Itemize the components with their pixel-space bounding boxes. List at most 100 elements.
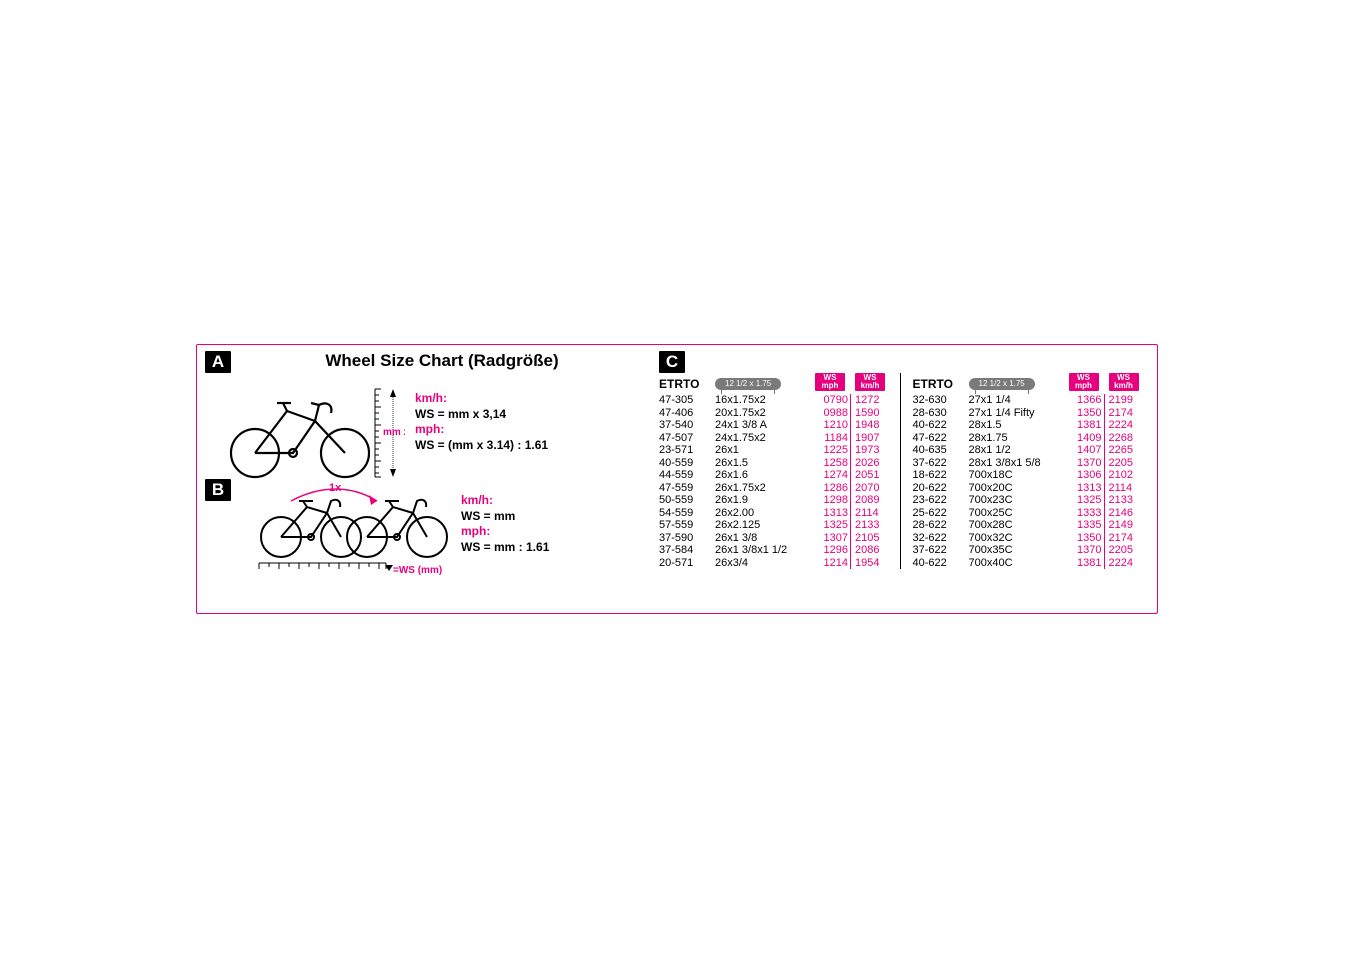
panel-b: B bbox=[205, 479, 643, 569]
cell-kmh: 2268 bbox=[1109, 432, 1145, 445]
cell-size: 700x35C bbox=[969, 544, 1065, 557]
table-row: 47-55926x1.75x212862070 bbox=[659, 482, 896, 495]
cell-mph: 1210 bbox=[815, 419, 851, 432]
cell-kmh: 2105 bbox=[855, 532, 891, 545]
table-row: 20-57126x3/412141954 bbox=[659, 557, 896, 570]
mph-label: mph: bbox=[415, 422, 444, 436]
cell-etrto: 25-622 bbox=[913, 507, 965, 520]
cell-mph: 1225 bbox=[815, 444, 851, 457]
cell-etrto: 50-559 bbox=[659, 494, 711, 507]
cell-etrto: 54-559 bbox=[659, 507, 711, 520]
tyre-badge: 12 1/2 x 1.75 bbox=[969, 378, 1035, 390]
cell-kmh: 2146 bbox=[1109, 507, 1145, 520]
cell-kmh: 2224 bbox=[1109, 419, 1145, 432]
cell-mph: 1366 bbox=[1069, 394, 1105, 407]
cell-size: 26x1.9 bbox=[715, 494, 811, 507]
cell-mph: 1325 bbox=[1069, 494, 1105, 507]
cell-kmh: 2224 bbox=[1109, 557, 1145, 570]
cell-size: 26x1 3/8x1 1/2 bbox=[715, 544, 811, 557]
cell-mph: 1184 bbox=[815, 432, 851, 445]
panel-b-diagram: 1x =WS (mm) bbox=[241, 479, 451, 569]
ws-kmh-badge: WSkm/h bbox=[855, 373, 885, 391]
cell-size: 16x1.75x2 bbox=[715, 394, 811, 407]
table-row: 28-622700x28C13352149 bbox=[913, 519, 1150, 532]
left-panel: A Wheel Size Chart (Radgröße) bbox=[197, 345, 651, 613]
cell-etrto: 20-571 bbox=[659, 557, 711, 570]
table-row: 20-622700x20C13132114 bbox=[913, 482, 1150, 495]
cell-mph: 1307 bbox=[815, 532, 851, 545]
cell-etrto: 40-559 bbox=[659, 457, 711, 470]
cell-size: 28x1.5 bbox=[969, 419, 1065, 432]
cell-mph: 1298 bbox=[815, 494, 851, 507]
cell-kmh: 2086 bbox=[855, 544, 891, 557]
table-row: 23-622700x23C13252133 bbox=[913, 494, 1150, 507]
cell-size: 26x1.5 bbox=[715, 457, 811, 470]
cell-kmh: 2174 bbox=[1109, 532, 1145, 545]
cell-kmh: 2114 bbox=[855, 507, 891, 520]
cell-kmh: 2265 bbox=[1109, 444, 1145, 457]
cell-kmh: 2051 bbox=[855, 469, 891, 482]
cell-size: 27x1 1/4 Fifty bbox=[969, 407, 1065, 420]
table-left: ETRTO 12 1/2 x 1.75 WSmph WSkm/h 47-3051… bbox=[659, 373, 900, 569]
table-row: 47-406 20x1.75x2 0988 1590 bbox=[659, 407, 896, 420]
cell-kmh: 1954 bbox=[855, 557, 891, 570]
ws-label: =WS (mm) bbox=[393, 565, 442, 576]
panel-a-formulas: km/h: WS = mm x 3,14 mph: WS = (mm x 3.1… bbox=[415, 373, 548, 453]
table-row: 37-54024x1 3/8 A12101948 bbox=[659, 419, 896, 432]
cell-etrto: 28-622 bbox=[913, 519, 965, 532]
cell-size: 700x25C bbox=[969, 507, 1065, 520]
cell-etrto: 47-305 bbox=[659, 394, 711, 407]
cell-etrto: 57-559 bbox=[659, 519, 711, 532]
cell-kmh: 2199 bbox=[1109, 394, 1145, 407]
cell-mph: 1313 bbox=[1069, 482, 1105, 495]
right-panel: C ETRTO 12 1/2 x 1.75 WSmph WSkm/h bbox=[651, 345, 1157, 613]
cell-size: 26x1.75x2 bbox=[715, 482, 811, 495]
cell-size: 28x1 3/8x1 5/8 bbox=[969, 457, 1065, 470]
panel-a: A Wheel Size Chart (Radgröße) bbox=[205, 351, 643, 477]
table-row: 57-55926x2.12513252133 bbox=[659, 519, 896, 532]
cell-size: 700x32C bbox=[969, 532, 1065, 545]
table-row: 37-58426x1 3/8x1 1/212962086 bbox=[659, 544, 896, 557]
etrto-label: ETRTO bbox=[913, 377, 965, 391]
cell-etrto: 40-622 bbox=[913, 557, 965, 570]
cell-mph: 1409 bbox=[1069, 432, 1105, 445]
cell-mph: 1407 bbox=[1069, 444, 1105, 457]
table-row: 40-622700x40C13812224 bbox=[913, 557, 1150, 570]
cell-mph: 1306 bbox=[1069, 469, 1105, 482]
cell-mph: 0988 bbox=[815, 407, 851, 420]
one-x-label: 1x bbox=[329, 482, 342, 494]
cell-size: 26x1 bbox=[715, 444, 811, 457]
table-row: 32-622700x32C13502174 bbox=[913, 532, 1150, 545]
cell-etrto: 32-630 bbox=[913, 394, 965, 407]
cell-size: 700x20C bbox=[969, 482, 1065, 495]
cell-kmh: 1590 bbox=[855, 407, 891, 420]
cell-mph: 1274 bbox=[815, 469, 851, 482]
cell-kmh: 1973 bbox=[855, 444, 891, 457]
cell-mph: 1381 bbox=[1069, 419, 1105, 432]
cell-size: 700x18C bbox=[969, 469, 1065, 482]
cell-etrto: 28-630 bbox=[913, 407, 965, 420]
ws-mph-badge: WSmph bbox=[1069, 373, 1099, 391]
cell-size: 26x1 3/8 bbox=[715, 532, 811, 545]
cell-size: 27x1 1/4 bbox=[969, 394, 1065, 407]
cell-etrto: 37-622 bbox=[913, 544, 965, 557]
cell-kmh: 2133 bbox=[855, 519, 891, 532]
table-row: 40-62228x1.513812224 bbox=[913, 419, 1150, 432]
cell-etrto: 18-622 bbox=[913, 469, 965, 482]
cell-etrto: 47-406 bbox=[659, 407, 711, 420]
cell-kmh: 2205 bbox=[1109, 457, 1145, 470]
cell-size: 20x1.75x2 bbox=[715, 407, 811, 420]
panel-b-badge: B bbox=[205, 479, 231, 501]
cell-etrto: 37-540 bbox=[659, 419, 711, 432]
cell-size: 700x40C bbox=[969, 557, 1065, 570]
cell-size: 28x1 1/2 bbox=[969, 444, 1065, 457]
chart-title: Wheel Size Chart (Radgröße) bbox=[241, 351, 643, 371]
table-row: 40-63528x1 1/214072265 bbox=[913, 444, 1150, 457]
cell-etrto: 23-622 bbox=[913, 494, 965, 507]
table-row: 47-62228x1.7514092268 bbox=[913, 432, 1150, 445]
cell-etrto: 37-584 bbox=[659, 544, 711, 557]
mph-label-b: mph: bbox=[461, 524, 490, 538]
cell-kmh: 1272 bbox=[855, 394, 891, 407]
cell-size: 700x28C bbox=[969, 519, 1065, 532]
kmh-label-b: km/h: bbox=[461, 493, 493, 507]
